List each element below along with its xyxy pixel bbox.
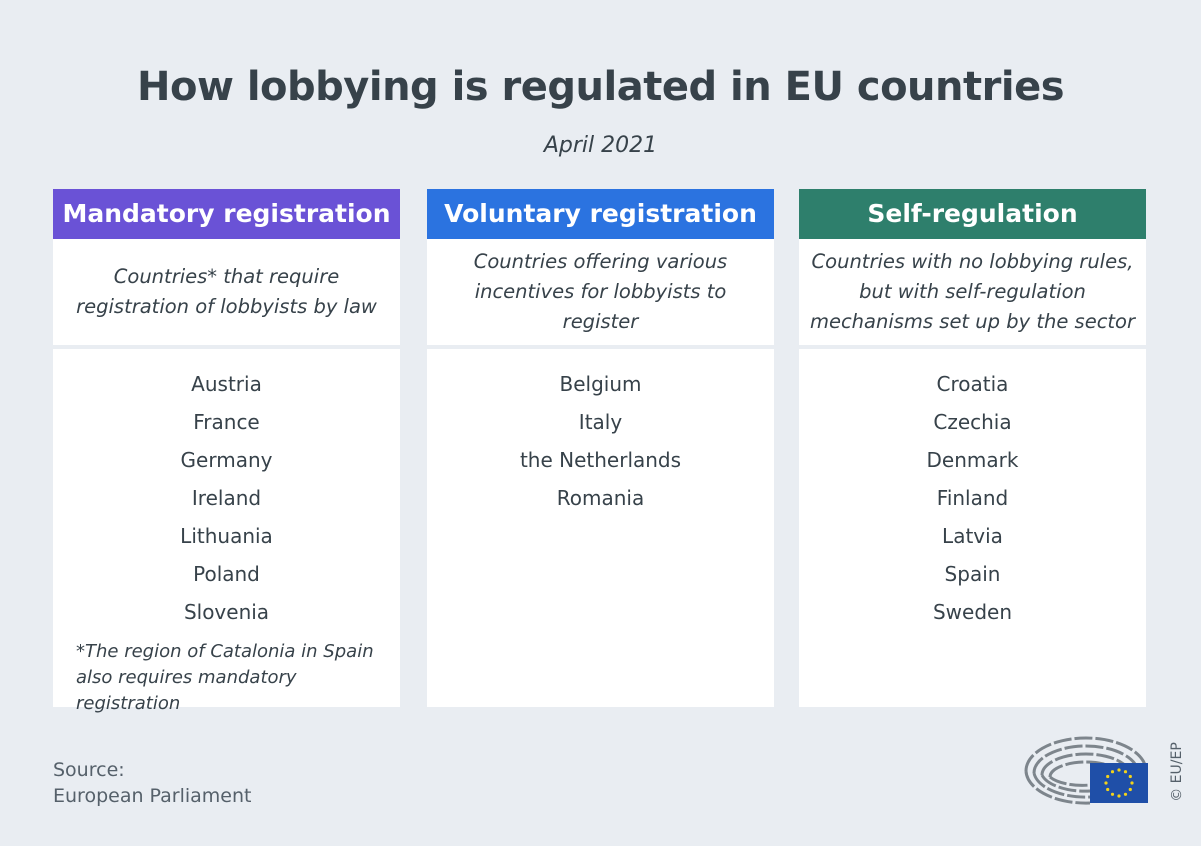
european-parliament-logo: [1022, 733, 1152, 809]
column-description: Countries with no lobbying rules, but wi…: [799, 239, 1146, 345]
country-list: Belgium Italy the Netherlands Romania: [427, 349, 774, 707]
list-item: Sweden: [932, 600, 1013, 624]
list-item: Italy: [578, 410, 623, 434]
list-item: Croatia: [936, 372, 1009, 396]
source-label: Source:: [53, 759, 125, 781]
column-self-regulation: Self-regulation Countries with no lobbyi…: [799, 189, 1146, 707]
list-item: Finland: [936, 486, 1009, 510]
footnote: *The region of Catalonia in Spain also r…: [76, 641, 374, 714]
list-item: Latvia: [942, 524, 1003, 548]
source-value: European Parliament: [53, 785, 252, 807]
column-voluntary-registration: Voluntary registration Countries offerin…: [427, 189, 774, 707]
list-item: Slovenia: [183, 600, 270, 624]
eu-flag-icon: [1090, 763, 1148, 803]
list-item: Czechia: [933, 410, 1012, 434]
list-item: Ireland: [191, 486, 262, 510]
list-item: Spain: [944, 562, 1001, 586]
column-header: Voluntary registration: [427, 189, 774, 239]
column-description: Countries offering various incentives fo…: [427, 239, 774, 345]
list-item: Romania: [556, 486, 645, 510]
infographic-title: How lobbying is regulated in EU countrie…: [136, 64, 1065, 110]
column-mandatory-registration: Mandatory registration Countries* that r…: [53, 189, 400, 714]
copyright-text: © EU/EP: [1169, 742, 1185, 802]
column-header: Self-regulation: [799, 189, 1146, 239]
list-item: France: [193, 410, 260, 434]
european-parliament-hemicycle-icon: [1024, 736, 1148, 805]
list-item: the Netherlands: [519, 448, 682, 472]
country-list: Austria France Germany Ireland Lithuania…: [53, 349, 400, 714]
column-description: Countries* that require registration of …: [53, 239, 400, 345]
country-list: Croatia Czechia Denmark Finland Latvia S…: [799, 349, 1146, 707]
infographic-date: April 2021: [543, 133, 658, 158]
list-item: Lithuania: [180, 524, 273, 548]
list-item: Denmark: [926, 448, 1019, 472]
column-header: Mandatory registration: [53, 189, 400, 239]
list-item: Germany: [180, 448, 273, 472]
list-item: Belgium: [559, 372, 642, 396]
list-item: Austria: [191, 372, 262, 396]
source-note: Source: European Parliament: [53, 757, 252, 809]
copyright-notice: © EU/EP: [1167, 740, 1187, 804]
list-item: Poland: [193, 562, 260, 586]
